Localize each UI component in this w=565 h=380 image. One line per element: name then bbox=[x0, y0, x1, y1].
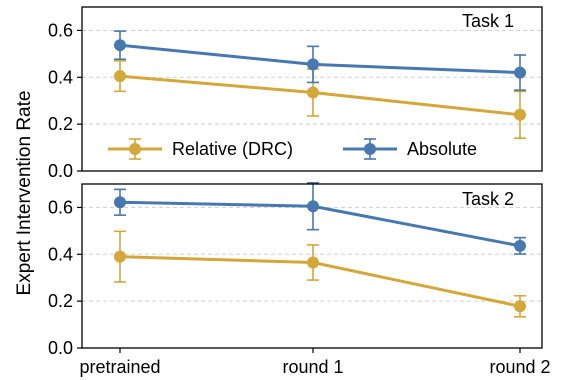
panel-1-title: Task 1 bbox=[462, 11, 514, 31]
x-tick-label: round 1 bbox=[282, 357, 343, 377]
x-tick-labels: pretrained round 1 round 2 bbox=[79, 348, 551, 377]
panel-task-2: 0.0 0.2 0.4 0.6 Task 2 pretrained round 1 rou… bbox=[48, 182, 551, 377]
panel-2-ytick-label: 0.0 bbox=[48, 338, 73, 358]
panel-2-ytick-label: 0.6 bbox=[48, 197, 73, 217]
absolute-point bbox=[514, 66, 526, 79]
panel-1-yticks: 0.0 0.2 0.4 0.6 bbox=[48, 20, 82, 181]
panel-1-ytick-label: 0.4 bbox=[48, 67, 73, 87]
absolute-point bbox=[114, 39, 126, 52]
legend-absolute-marker bbox=[364, 143, 376, 155]
legend-relative-marker bbox=[129, 143, 141, 155]
panel-1-ytick-label: 0.0 bbox=[48, 161, 73, 181]
legend-item-absolute: Absolute bbox=[343, 138, 477, 160]
panel-1-ytick-label: 0.2 bbox=[48, 114, 73, 134]
panel-2-ytick-label: 0.2 bbox=[48, 291, 73, 311]
absolute-point bbox=[514, 239, 526, 252]
absolute-line bbox=[119, 43, 521, 75]
panel-2-marks bbox=[114, 182, 526, 318]
panel-task-1: 0.0 0.2 0.4 0.6 Task 1 Relative (DRC) Absol… bbox=[48, 6, 543, 181]
panel-1-ytick-label: 0.6 bbox=[48, 20, 73, 40]
legend-item-relative: Relative (DRC) bbox=[108, 138, 293, 160]
legend: Relative (DRC) Absolute bbox=[108, 138, 477, 160]
relative-point bbox=[307, 86, 319, 99]
panel-1-marks bbox=[114, 30, 526, 139]
relative-point bbox=[514, 300, 526, 313]
panel-2-frame bbox=[81, 183, 543, 349]
y-axis-label: Expert Intervention Rate bbox=[14, 91, 35, 296]
relative-line bbox=[119, 74, 521, 117]
panel-2-grid bbox=[82, 206, 542, 302]
legend-absolute-label: Absolute bbox=[407, 139, 477, 159]
relative-point bbox=[514, 108, 526, 121]
absolute-line bbox=[119, 200, 521, 248]
panel-2-yticks: 0.0 0.2 0.4 0.6 bbox=[48, 197, 82, 358]
absolute-point bbox=[307, 58, 319, 71]
relative-point bbox=[307, 256, 319, 269]
panel-2-title: Task 2 bbox=[462, 189, 514, 209]
absolute-point bbox=[114, 196, 126, 209]
x-tick-label: round 2 bbox=[489, 357, 550, 377]
relative-point bbox=[114, 70, 126, 83]
x-tick-label: pretrained bbox=[79, 357, 160, 377]
relative-point bbox=[114, 250, 126, 263]
panel-2-ytick-label: 0.4 bbox=[48, 244, 73, 264]
relative-line bbox=[119, 255, 521, 308]
absolute-point bbox=[307, 200, 319, 213]
legend-relative-label: Relative (DRC) bbox=[172, 139, 293, 159]
panel-1-frame bbox=[81, 6, 543, 172]
